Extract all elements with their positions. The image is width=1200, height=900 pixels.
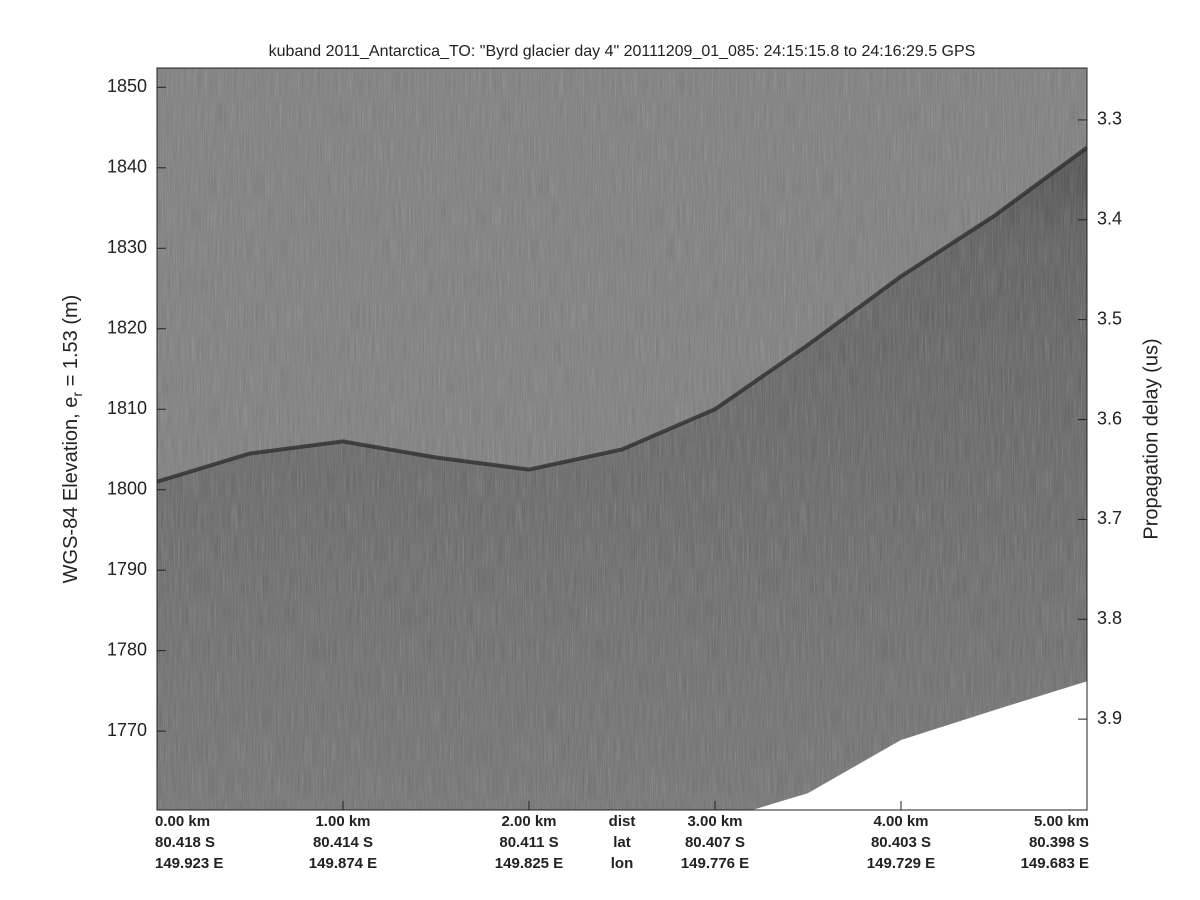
x-tick-label: 3.00 km <box>687 813 742 830</box>
y2-tick-label: 3.6 <box>1097 408 1122 428</box>
lat-label: 80.414 S <box>313 834 373 851</box>
y2-tick-label: 3.9 <box>1097 708 1122 728</box>
lat-label: 80.403 S <box>871 834 931 851</box>
plot-frame <box>156 67 1088 811</box>
y2-tick-label: 3.4 <box>1097 209 1122 229</box>
row-name: dist <box>609 813 636 830</box>
lon-label: 149.874 E <box>309 855 377 872</box>
y-tick-label: 1840 <box>107 157 147 177</box>
x-tick-label: 0.00 km <box>155 813 210 830</box>
chart-title: kuband 2011_Antarctica_TO: "Byrd glacier… <box>269 43 976 60</box>
lat-label: 80.411 S <box>499 834 558 851</box>
y-axis-label-sub: r <box>69 392 85 397</box>
y-tick-label: 1810 <box>107 398 147 418</box>
y2-tick-label: 3.3 <box>1097 109 1122 129</box>
y-tick-label: 1800 <box>107 478 147 498</box>
lat-label: 80.407 S <box>685 834 745 851</box>
y-tick-label: 1780 <box>107 639 147 659</box>
lon-label: 149.683 E <box>1021 855 1089 872</box>
y-axis-label-main: WGS-84 Elevation, e <box>60 397 82 584</box>
lon-label: 149.776 E <box>681 855 749 872</box>
plot-area <box>157 68 1087 810</box>
y2-tick-label: 3.5 <box>1097 308 1122 328</box>
y-tick-label: 1850 <box>107 76 147 96</box>
row-name: lon <box>611 855 634 872</box>
x-tick-label: 5.00 km <box>1034 813 1089 830</box>
x-tick-label: 1.00 km <box>315 813 370 830</box>
y2-tick-label: 3.8 <box>1097 608 1122 628</box>
y2-tick-label: 3.7 <box>1097 508 1122 528</box>
lat-label: 80.398 S <box>1029 834 1089 851</box>
x-tick-label: 2.00 km <box>501 813 556 830</box>
no-data-region <box>752 681 1087 810</box>
y-axis-label: WGS-84 Elevation, er = 1.53 (m) <box>60 295 84 584</box>
y-axis-label-end: = 1.53 (m) <box>60 295 82 392</box>
y-tick-label: 1790 <box>107 559 147 579</box>
lon-label: 149.825 E <box>495 855 563 872</box>
y-tick-label: 1830 <box>107 237 147 257</box>
y-tick-label: 1820 <box>107 317 147 337</box>
surface-line <box>157 146 1087 484</box>
lat-label: 80.418 S <box>155 834 215 851</box>
y-tick-label: 1770 <box>107 720 147 740</box>
speckle-noise <box>157 68 1087 810</box>
x-tick-label: 4.00 km <box>873 813 928 830</box>
lon-label: 149.729 E <box>867 855 935 872</box>
row-name: lat <box>613 834 631 851</box>
y2-axis-label: Propagation delay (us) <box>1140 338 1162 539</box>
lon-label: 149.923 E <box>155 855 223 872</box>
